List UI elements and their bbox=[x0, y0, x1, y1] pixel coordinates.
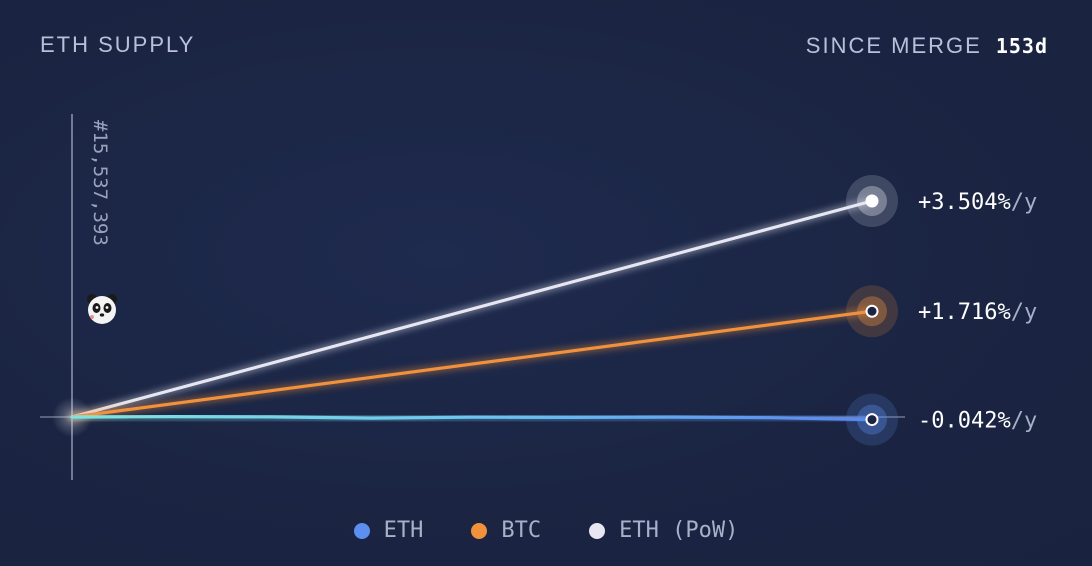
btc-value-unit: /y bbox=[1011, 300, 1038, 325]
legend-item-btc: BTC bbox=[471, 518, 541, 543]
since-merge-days: 153d bbox=[995, 34, 1048, 58]
btc-end-point bbox=[865, 304, 879, 318]
eth-value-number: -0.042% bbox=[918, 409, 1011, 434]
eth-pow-value-unit: /y bbox=[1011, 190, 1038, 215]
btc-value-label: +1.716%/y bbox=[918, 300, 1037, 325]
legend-label-eth: ETH bbox=[383, 518, 424, 543]
eth-pow-value-number: +3.504% bbox=[918, 190, 1011, 215]
legend-item-eth: ETH bbox=[353, 518, 424, 543]
eth-end-point bbox=[865, 413, 879, 427]
eth-pow-value-label: +3.504%/y bbox=[918, 190, 1037, 215]
legend-label-btc: BTC bbox=[501, 518, 542, 543]
block-number-label: #15,537,393 bbox=[89, 120, 111, 246]
btc-value-number: +1.716% bbox=[918, 300, 1011, 325]
eth-pow-series-line bbox=[70, 199, 874, 419]
chart-legend: ETH BTC ETH (PoW) bbox=[0, 518, 1092, 543]
legend-dot-eth-pow bbox=[589, 522, 606, 539]
since-merge-label: SINCE MERGE bbox=[805, 33, 982, 58]
legend-label-eth-pow: ETH (PoW) bbox=[619, 518, 739, 543]
chart-title: ETH SUPPLY bbox=[40, 32, 196, 57]
eth-value-label: -0.042%/y bbox=[918, 409, 1037, 434]
panda-icon bbox=[87, 294, 117, 324]
legend-item-eth-pow: ETH (PoW) bbox=[589, 518, 738, 543]
legend-dot-eth bbox=[353, 522, 370, 539]
series-layer: +3.504%/y+1.716%/y-0.042%/y bbox=[70, 175, 1037, 446]
eth-series-line bbox=[70, 415, 874, 422]
since-merge: SINCE MERGE 153d bbox=[806, 33, 1048, 59]
legend-dot-btc bbox=[471, 522, 488, 539]
btc-series-line bbox=[70, 309, 874, 419]
eth-value-unit: /y bbox=[1011, 409, 1038, 434]
eth-pow-end-point bbox=[865, 194, 879, 208]
